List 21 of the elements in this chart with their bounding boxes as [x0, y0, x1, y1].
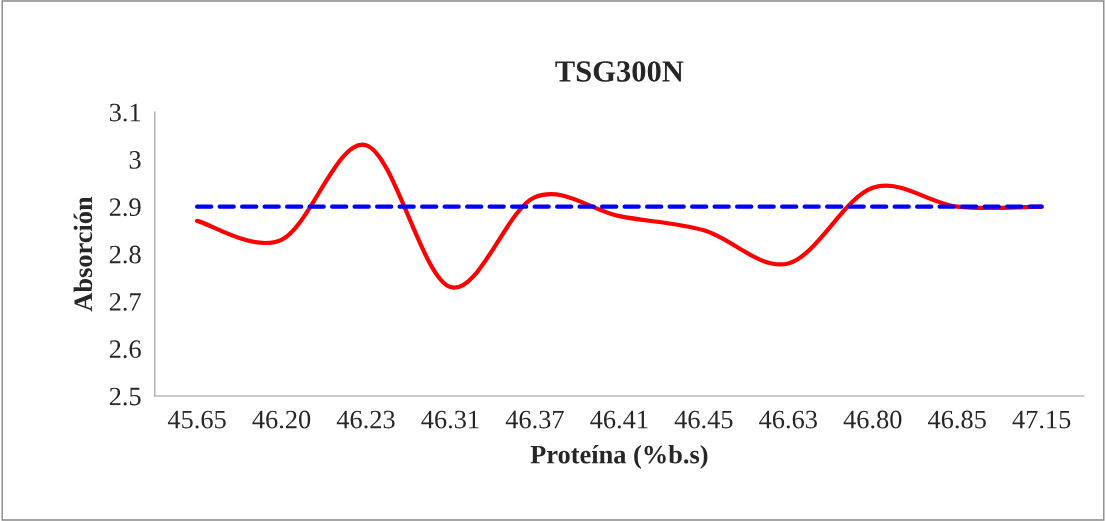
x-tick-label: 46.80	[843, 410, 902, 429]
x-tick-label: 46.20	[252, 410, 311, 429]
y-axis-title: Absorción	[73, 196, 93, 312]
x-tick-label: 45.65	[167, 410, 226, 429]
y-tick-label: 2.9	[109, 198, 141, 217]
x-tick-label: 46.37	[505, 410, 564, 429]
x-axis-title: Proteína (%b.s)	[530, 444, 708, 469]
x-tick-label: 46.23	[336, 410, 395, 429]
x-tick-label: 46.63	[759, 410, 817, 429]
y-tick-label: 2.7	[109, 292, 141, 311]
x-tick-label: 46.45	[674, 410, 733, 429]
y-tick-label: 2.8	[109, 245, 141, 264]
chart-title: TSG300N	[555, 61, 684, 82]
x-tick-label: 47.15	[1012, 410, 1071, 429]
x-tick-label: 46.31	[421, 410, 479, 429]
y-tick-label: 2.6	[109, 340, 141, 359]
x-tick-label: 46.41	[590, 410, 648, 429]
y-tick-label: 3.1	[109, 103, 141, 122]
x-tick-label: 46.85	[928, 410, 986, 429]
y-tick-label: 3	[129, 151, 141, 169]
y-tick-label: 2.5	[109, 387, 141, 406]
